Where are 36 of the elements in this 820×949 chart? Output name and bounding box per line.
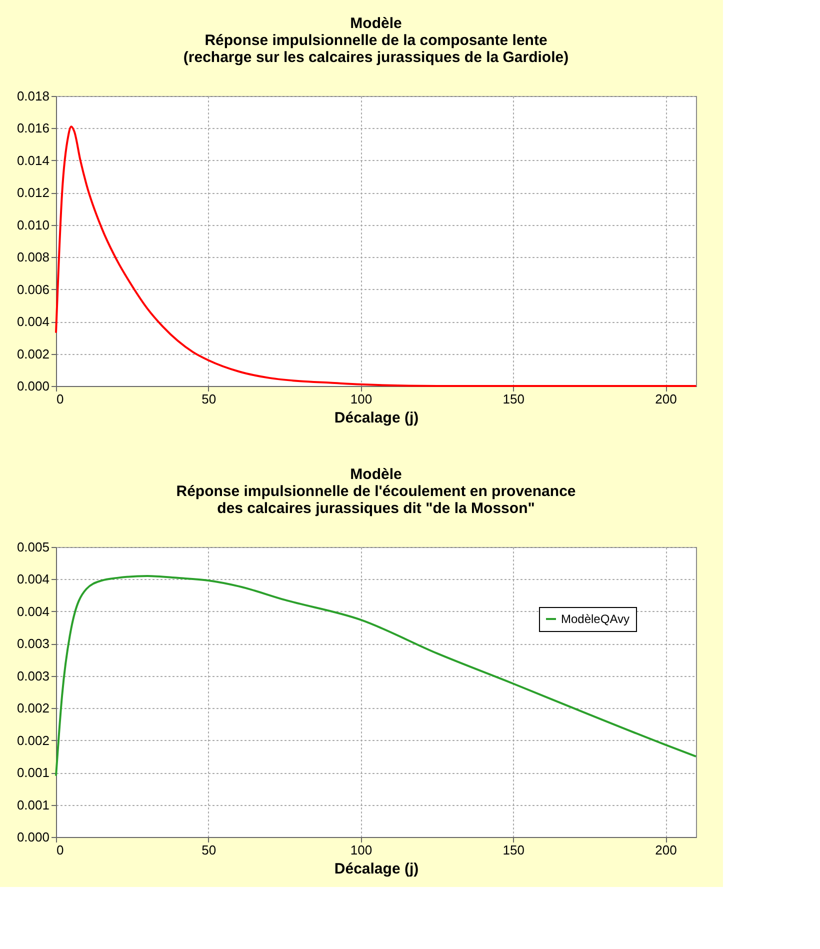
- x-tick-label: 50: [202, 842, 216, 858]
- x-tick-label: 0: [56, 392, 64, 406]
- y-tick-label: 0.000: [16, 378, 50, 394]
- y-tick-label: 0.001: [16, 765, 50, 780]
- x-tick-label: 50: [202, 392, 216, 406]
- x-tick-label: 100: [350, 392, 372, 406]
- y-tick-label: 0.006: [16, 282, 50, 297]
- x-tick-label: 150: [502, 392, 524, 406]
- legend-label: ModèleQAvy: [561, 612, 630, 626]
- x-axis-title: Décalage (j): [334, 410, 419, 426]
- x-tick-label: 150: [502, 842, 524, 858]
- x-tick-label: 200: [655, 392, 677, 406]
- y-tick-label: 0.004: [16, 314, 50, 330]
- chart-title: Modèle Réponse impulsionnelle de l'écoulement en provenance des calcaires jurassiques dit "de la Mosson": [176, 466, 576, 517]
- x-tick-label: 200: [655, 842, 677, 858]
- y-tick-label: 0.002: [16, 346, 50, 362]
- y-tick-label: 0.016: [16, 120, 50, 136]
- y-tick-label: 0.001: [16, 797, 50, 812]
- x-tick-label: 0: [56, 842, 64, 858]
- chart-title: Modèle Réponse impulsionnelle de la composante lente (recharge sur les calcaires jurassiques de la Gardiole): [183, 15, 569, 66]
- x-axis-title: Décalage (j): [334, 860, 419, 878]
- x-tick-label: 100: [350, 842, 372, 858]
- y-tick-label: 0.008: [16, 250, 50, 265]
- y-tick-label: 0.018: [16, 88, 50, 104]
- y-tick-label: 0.012: [16, 185, 50, 200]
- y-tick-label: 0.000: [16, 830, 50, 844]
- y-tick-label: 0.010: [16, 217, 50, 232]
- y-tick-label: 0.003: [16, 668, 50, 684]
- y-tick-label: 0.005: [16, 540, 50, 554]
- y-tick-label: 0.004: [16, 604, 50, 619]
- y-tick-label: 0.004: [16, 572, 50, 587]
- y-tick-label: 0.014: [16, 152, 50, 168]
- line-series: [55, 575, 697, 777]
- y-tick-label: 0.002: [16, 732, 50, 748]
- y-tick-label: 0.003: [16, 636, 50, 652]
- y-tick-label: 0.002: [16, 700, 50, 716]
